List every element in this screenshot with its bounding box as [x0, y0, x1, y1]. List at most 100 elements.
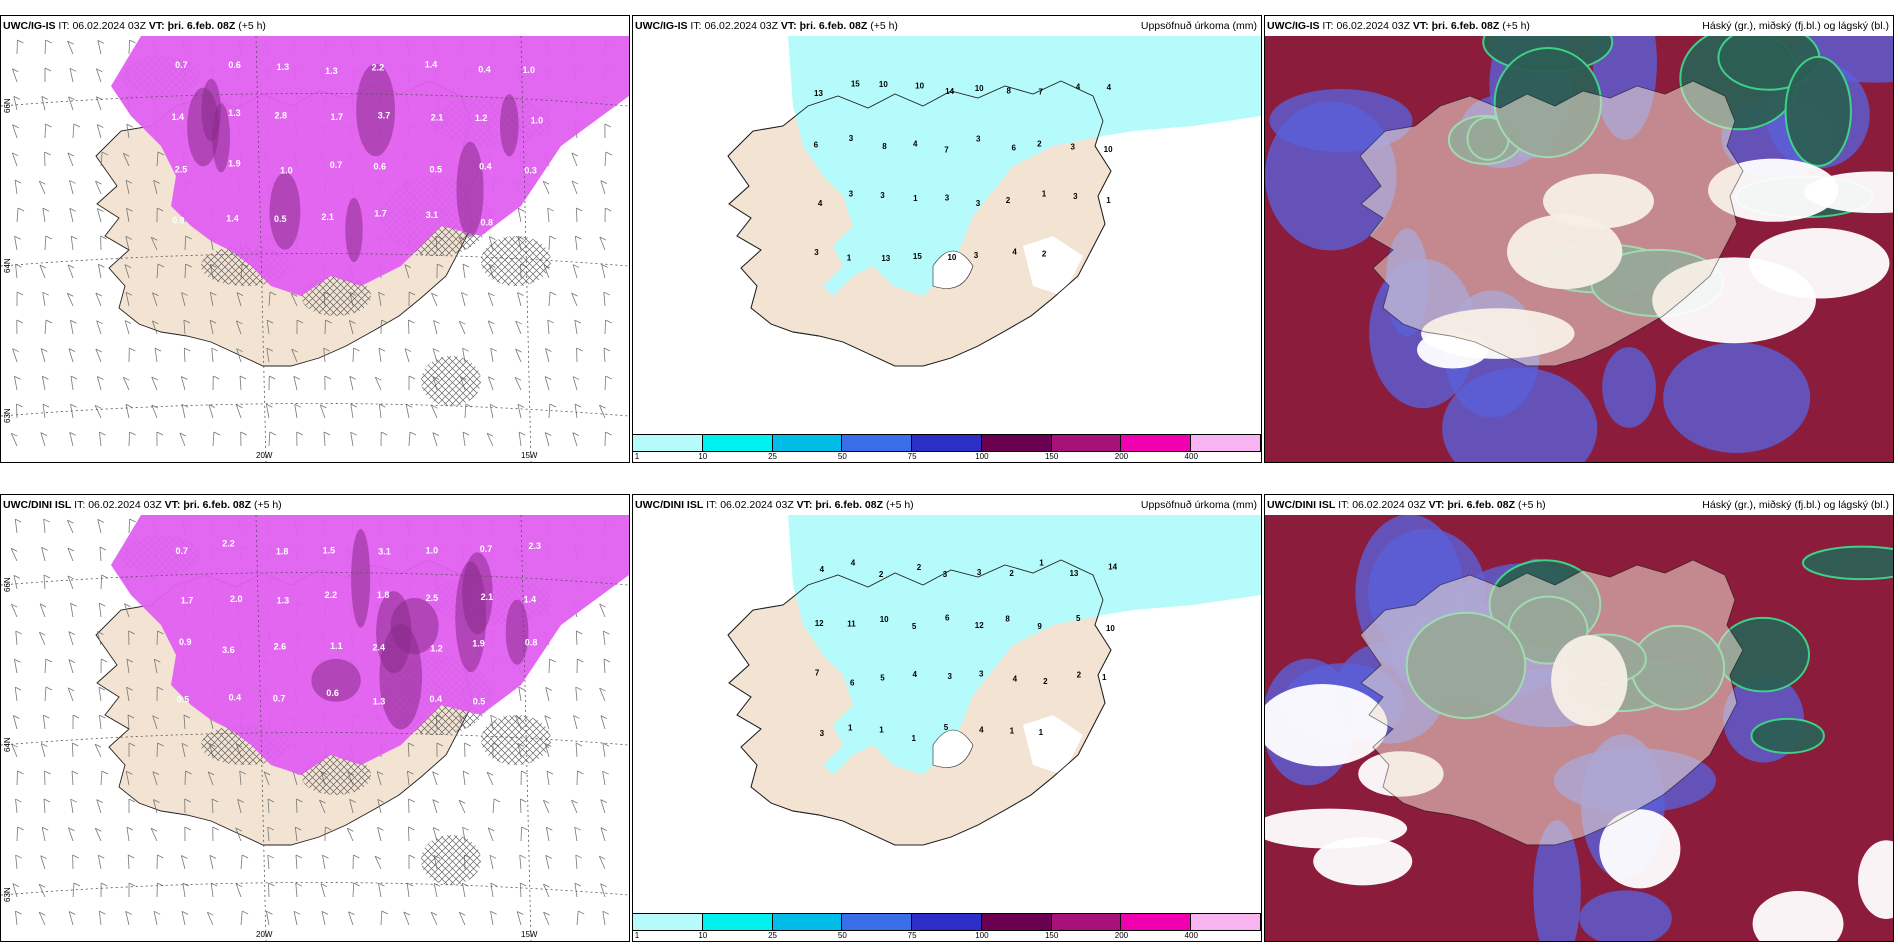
precip-value-label: 1.5 [323, 546, 336, 556]
graticule [1, 515, 629, 941]
accum-value-label: 3 [849, 134, 854, 143]
accum-value-label: 13 [881, 254, 890, 263]
accum-value-label: 1 [847, 253, 852, 262]
accum-value-label: 3 [849, 190, 854, 199]
colorbar-swatch [981, 435, 1052, 451]
accum-value-label: 4 [820, 565, 825, 574]
precip-value-label: 2.8 [274, 110, 287, 120]
panel-subtitle: Háský (gr.), miðský (fj.bl.) og lágský (… [1702, 499, 1889, 511]
accum-value-label: 12 [975, 621, 984, 630]
accum-value-label: 5 [1076, 614, 1081, 623]
accum-value-label: 6 [814, 140, 819, 149]
precip-value-label: 1.4 [524, 595, 537, 605]
precip-value-label: 0.3 [524, 165, 537, 175]
map-panel-cloud-top: UWC/IG-IS IT: 06.02.2024 03Z VT: þri. 6.… [1264, 15, 1894, 463]
colorbar-tick-label: 100 [975, 452, 989, 461]
precip-value-label: 2.6 [274, 641, 287, 651]
accum-value-label: 3 [1073, 192, 1078, 201]
colorbar-tick-label: 50 [837, 452, 847, 461]
map-canvas: 0.7 0.6 1.3 1.3 2.2 1.4 0.4 1.0 1.4 1.3 2.8 1.7 3.7 2… [1, 36, 629, 462]
colorbar-swatch [912, 435, 982, 451]
precip-value-label: 0.6 [326, 688, 339, 698]
axis-labels: 66N 64N 63N 20W 15W [3, 98, 538, 460]
precip-value-label: 3.1 [426, 210, 439, 220]
precip-value-label: 1.4 [425, 60, 438, 70]
map-panel-wind-precip-bottom: UWC/DINI ISL IT: 06.02.2024 03Z VT: þri.… [0, 494, 630, 942]
vt-value: þri. 6.feb. 08Z [1431, 20, 1500, 32]
colorbar-swatch [702, 914, 773, 930]
accum-value-label: 13 [814, 89, 823, 98]
latitude-label: 66N [3, 577, 12, 592]
colorbar-ticks: 1 10 25 50 75 100 150 200 400 [633, 452, 1261, 462]
precip-value-label: 3.6 [222, 645, 235, 655]
accum-value-label: 2 [1009, 569, 1014, 578]
model-name: UWC/IG-IS [3, 20, 56, 32]
latitude-label: 64N [3, 258, 12, 273]
precip-value-label: 0.4 [479, 162, 492, 172]
colorbar-swatch [1121, 435, 1192, 451]
accum-value-label: 4 [818, 199, 823, 208]
colorbar-tick-label: 75 [907, 931, 917, 940]
precip-value-label: 0.4 [430, 694, 443, 704]
map-canvas: 13 15 10 10 14 10 8 7 4 4 6 3 8 4 7 3 6 2 3 10 4 3 3 1 3 3 2 1 3 1 3 1 1… [633, 36, 1261, 462]
map-canvas [1265, 515, 1893, 941]
precip-value-label: 1.8 [276, 546, 289, 556]
lead-time: (+5 h) [1502, 20, 1530, 32]
precip-value-label: 1.7 [331, 112, 344, 122]
vt-value: þri. 6.feb. 08Z [183, 499, 252, 511]
accum-value-label: 6 [1012, 144, 1017, 153]
accum-value-label: 3 [977, 568, 982, 577]
colorbar-tick-label: 400 [1184, 452, 1198, 461]
accum-value-label: 7 [944, 146, 949, 155]
colorbar-swatch [772, 914, 843, 930]
precip-value-label: 1.9 [228, 158, 241, 168]
it-label: IT: [58, 20, 70, 32]
colorbar-tick-label: 25 [768, 931, 777, 940]
colorbar-tick-label: 150 [1044, 931, 1059, 940]
precip-magenta-field [111, 515, 629, 775]
model-name: UWC/DINI ISL [635, 499, 704, 511]
colorbar-tick-label: 200 [1114, 931, 1129, 940]
colorbar-swatch [1051, 914, 1122, 930]
accum-value-label: 4 [979, 725, 984, 734]
colorbar-swatch [842, 435, 913, 451]
accum-precip-field [788, 515, 1261, 775]
longitude-label: 15W [521, 451, 538, 460]
map-canvas [1265, 36, 1893, 462]
precip-value-label: 2.2 [222, 538, 235, 548]
accum-value-label: 3 [814, 248, 819, 257]
precip-value-label: 3.1 [378, 546, 391, 556]
vt-label: VT: [1428, 499, 1445, 511]
accum-value-label: 3 [947, 672, 952, 681]
accum-value-label: 3 [1071, 143, 1076, 152]
accum-value-label: 2 [1077, 670, 1082, 679]
accum-value-label: 12 [815, 619, 824, 628]
precip-value-label: 2.0 [230, 594, 243, 604]
precip-value-label: 1.0 [280, 165, 293, 175]
precip-value-label: 1.0 [523, 65, 536, 75]
map-canvas: 0.7 2.2 1.8 1.5 3.1 1.0 0.7 2.3 1.7 2.0 1.3 2.2 1.8 2… [1, 515, 629, 941]
accum-value-label: 5 [880, 673, 885, 682]
precip-values: 0.7 0.6 1.3 1.3 2.2 1.4 0.4 1.0 1.4 1.3 2.8 1.7 3.7 2… [172, 60, 544, 228]
it-value: 06.02.2024 03Z [720, 499, 794, 511]
precip-value-label: 0.8 [481, 217, 494, 227]
precip-value-label: 0.5 [473, 696, 486, 706]
precip-value-label: 0.5 [430, 164, 443, 174]
accum-value-label: 11 [847, 620, 856, 629]
model-name: UWC/IG-IS [1267, 20, 1320, 32]
colorbar: 1 10 25 50 75 100 150 200 400 [633, 913, 1261, 941]
accum-value-label: 1 [848, 724, 853, 733]
precip-value-label: 1.4 [226, 213, 239, 223]
accum-value-label: 3 [943, 570, 948, 579]
accum-value-label: 3 [976, 135, 981, 144]
precip-value-label: 3.7 [378, 111, 391, 121]
lead-time: (+5 h) [238, 20, 266, 32]
accum-value-label: 6 [945, 614, 950, 623]
map-panel-accum-precip-bottom: UWC/DINI ISL IT: 06.02.2024 03Z VT: þri.… [632, 494, 1262, 942]
colorbar-swatches [633, 913, 1261, 931]
latitude-label: 63N [3, 408, 12, 423]
panel-title: UWC/DINI ISL IT: 06.02.2024 03Z VT: þri.… [633, 495, 1261, 515]
precip-value-label: 2.1 [481, 592, 494, 602]
it-label: IT: [706, 499, 718, 511]
map-panel-accum-precip-top: UWC/IG-IS IT: 06.02.2024 03Z VT: þri. 6.… [632, 15, 1262, 463]
